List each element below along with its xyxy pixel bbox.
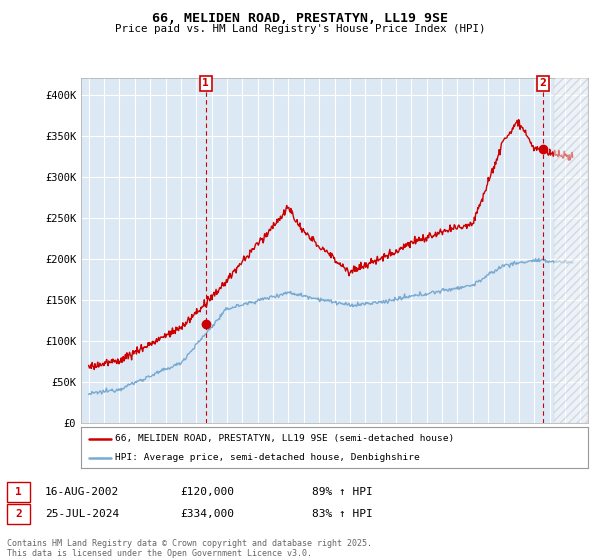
Text: 83% ↑ HPI: 83% ↑ HPI [312, 509, 373, 519]
Text: 89% ↑ HPI: 89% ↑ HPI [312, 487, 373, 497]
Text: 1: 1 [15, 487, 22, 497]
Text: Price paid vs. HM Land Registry's House Price Index (HPI): Price paid vs. HM Land Registry's House … [115, 24, 485, 34]
Text: 66, MELIDEN ROAD, PRESTATYN, LL19 9SE: 66, MELIDEN ROAD, PRESTATYN, LL19 9SE [152, 12, 448, 25]
Text: HPI: Average price, semi-detached house, Denbighshire: HPI: Average price, semi-detached house,… [115, 453, 420, 462]
Text: Contains HM Land Registry data © Crown copyright and database right 2025.
This d: Contains HM Land Registry data © Crown c… [7, 539, 372, 558]
Text: 25-JUL-2024: 25-JUL-2024 [45, 509, 119, 519]
Text: £334,000: £334,000 [180, 509, 234, 519]
Text: 66, MELIDEN ROAD, PRESTATYN, LL19 9SE (semi-detached house): 66, MELIDEN ROAD, PRESTATYN, LL19 9SE (s… [115, 434, 455, 443]
Text: 1: 1 [202, 78, 209, 88]
Text: £120,000: £120,000 [180, 487, 234, 497]
Text: 16-AUG-2002: 16-AUG-2002 [45, 487, 119, 497]
Text: 2: 2 [539, 78, 546, 88]
Text: 2: 2 [15, 509, 22, 519]
